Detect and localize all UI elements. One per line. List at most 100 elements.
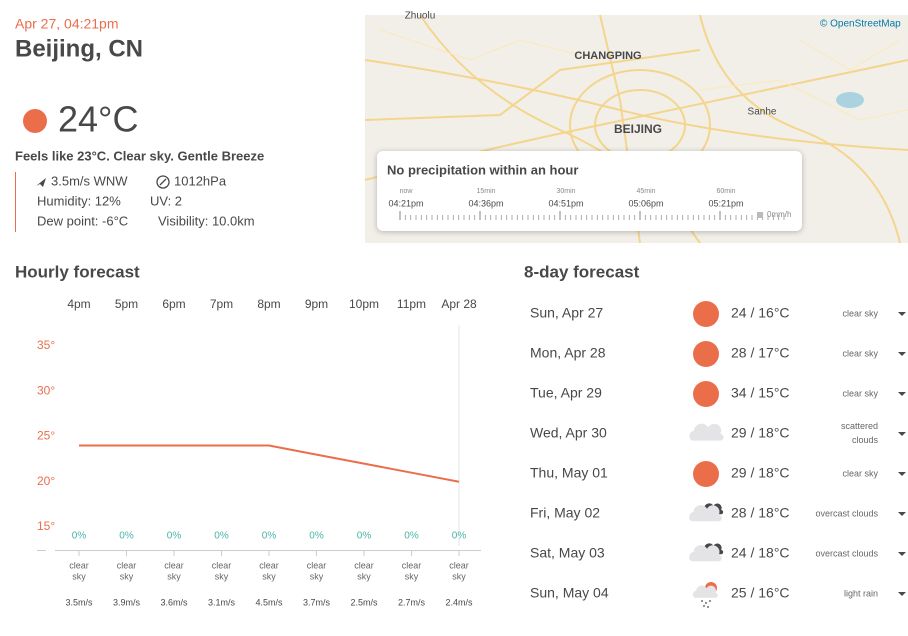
wind-icon bbox=[36, 178, 46, 187]
day-description: overcast clouds bbox=[815, 508, 878, 518]
expand-toggle[interactable] bbox=[898, 432, 906, 436]
weather-icon bbox=[693, 381, 719, 407]
precipitation-chance: 0% bbox=[72, 531, 87, 542]
expand-toggle[interactable] bbox=[898, 352, 906, 356]
expand-toggle[interactable] bbox=[898, 312, 906, 316]
day-temps: 24 / 16°C bbox=[731, 305, 790, 321]
wind-speed: 3.9m/s bbox=[113, 597, 141, 607]
map-label: Sanhe bbox=[748, 107, 777, 118]
precipitation-panel bbox=[377, 151, 802, 231]
expand-toggle[interactable] bbox=[898, 512, 906, 516]
day-description: overcast clouds bbox=[815, 548, 878, 558]
ruler-label: 15min bbox=[476, 188, 495, 195]
wind-speed: 2.4m/s bbox=[445, 597, 473, 607]
hour-label: 11pm bbox=[397, 297, 426, 311]
condition: clear sky bbox=[117, 561, 137, 582]
rain-drop bbox=[705, 602, 707, 604]
section-title: Hourly forecast bbox=[15, 262, 140, 281]
condition: clear sky bbox=[307, 561, 327, 582]
wind-speed: 3.6m/s bbox=[160, 597, 188, 607]
precipitation-chance: 0% bbox=[404, 531, 419, 542]
day-description: clear sky bbox=[842, 388, 878, 398]
condition: clear sky bbox=[259, 561, 279, 582]
hour-label: 9pm bbox=[305, 297, 328, 311]
pressure: 1012hPa bbox=[174, 173, 227, 188]
map-water bbox=[836, 92, 864, 108]
map-attribution[interactable]: © OpenStreetMap bbox=[820, 19, 901, 30]
expand-toggle[interactable] bbox=[898, 592, 906, 596]
day-date: Wed, Apr 30 bbox=[530, 425, 607, 441]
hour-label: 4pm bbox=[67, 297, 90, 311]
pressure-icon bbox=[159, 178, 167, 186]
precipitation-ruler: now 04:21pm 15min 04:36pm 30min 04:51pm 45min 0… bbox=[388, 188, 785, 220]
day-temps: 24 / 18°C bbox=[731, 545, 790, 561]
hourly-chart: 35° 30° 25° 20° 15° 4pm 0% clear sky 3.5m/s 5pm 0% c… bbox=[37, 297, 477, 607]
expand-toggle[interactable] bbox=[898, 472, 906, 476]
map: Zhuolu CHANGPING BEIJING Sanhe © OpenStr… bbox=[364, 11, 908, 244]
map-label: Zhuolu bbox=[405, 11, 436, 22]
rain-drop bbox=[707, 606, 709, 608]
precipitation-legend: 0mm/h bbox=[767, 210, 791, 219]
wind-speed: 3.5m/s bbox=[65, 597, 93, 607]
condition: clear sky bbox=[212, 561, 232, 582]
precipitation-chance: 0% bbox=[309, 531, 324, 542]
y-tick-label: 15° bbox=[37, 519, 55, 533]
ruler-label: 30min bbox=[556, 188, 575, 195]
precipitation-chance: 0% bbox=[452, 531, 467, 542]
precipitation-chance: 0% bbox=[167, 531, 182, 542]
wind-speed: 2.7m/s bbox=[398, 597, 426, 607]
rain-drop bbox=[709, 600, 711, 602]
day-date: Sun, Apr 27 bbox=[530, 305, 603, 321]
weather-icon bbox=[693, 461, 719, 487]
precipitation-chance: 0% bbox=[119, 531, 134, 542]
datetime: Apr 27, 04:21pm bbox=[15, 16, 119, 32]
condition: clear sky bbox=[164, 561, 184, 582]
day-date: Mon, Apr 28 bbox=[530, 345, 606, 361]
wind-speed: 2.5m/s bbox=[350, 597, 378, 607]
condition: clear sky bbox=[402, 561, 422, 582]
hour-label: 8pm bbox=[257, 297, 280, 311]
day-description: scattered clouds bbox=[841, 421, 879, 445]
day-temps: 28 / 17°C bbox=[731, 345, 790, 361]
wind: 3.5m/s WNW bbox=[51, 173, 128, 188]
day-date: Sun, May 04 bbox=[530, 585, 609, 601]
day-description: clear sky bbox=[842, 308, 878, 318]
precipitation-chance: 0% bbox=[214, 531, 229, 542]
rain-drop bbox=[703, 605, 705, 607]
y-tick-label: 35° bbox=[37, 338, 55, 352]
summary: Feels like 23°C. Clear sky. Gentle Breez… bbox=[15, 148, 264, 163]
city: Beijing, CN bbox=[15, 35, 143, 62]
ruler-label: 60min bbox=[716, 188, 735, 195]
weather-icon bbox=[689, 423, 724, 441]
uv: UV: 2 bbox=[150, 193, 182, 208]
expand-toggle[interactable] bbox=[898, 392, 906, 396]
weather-icon bbox=[692, 585, 718, 598]
pressure-icon bbox=[156, 175, 170, 189]
expand-toggle[interactable] bbox=[898, 552, 906, 556]
day-description: clear sky bbox=[842, 348, 878, 358]
ruler-label: now bbox=[400, 188, 414, 195]
condition: clear sky bbox=[354, 561, 374, 582]
y-tick-label: 30° bbox=[37, 383, 55, 397]
y-tick-label: 20° bbox=[37, 474, 55, 488]
precipitation-chance: 0% bbox=[357, 531, 372, 542]
condition: clear sky bbox=[69, 561, 89, 582]
day-description: clear sky bbox=[842, 468, 878, 478]
day-temps: 28 / 18°C bbox=[731, 505, 790, 521]
ruler-time: 05:06pm bbox=[628, 198, 663, 208]
weather-icon bbox=[23, 109, 47, 133]
ruler-time: 05:21pm bbox=[708, 198, 743, 208]
hour-label: 7pm bbox=[210, 297, 233, 311]
wind-speed: 3.7m/s bbox=[303, 597, 331, 607]
weather-icon bbox=[693, 301, 719, 327]
ruler-label: 45min bbox=[636, 188, 655, 195]
rain-drop bbox=[701, 600, 703, 602]
humidity: Humidity: 12% bbox=[37, 193, 121, 208]
day-date: Thu, May 01 bbox=[530, 465, 608, 481]
hour-label: Apr 28 bbox=[441, 297, 477, 311]
day-temps: 25 / 16°C bbox=[731, 585, 790, 601]
day-date: Sat, May 03 bbox=[530, 545, 605, 561]
ruler-time: 04:36pm bbox=[468, 198, 503, 208]
